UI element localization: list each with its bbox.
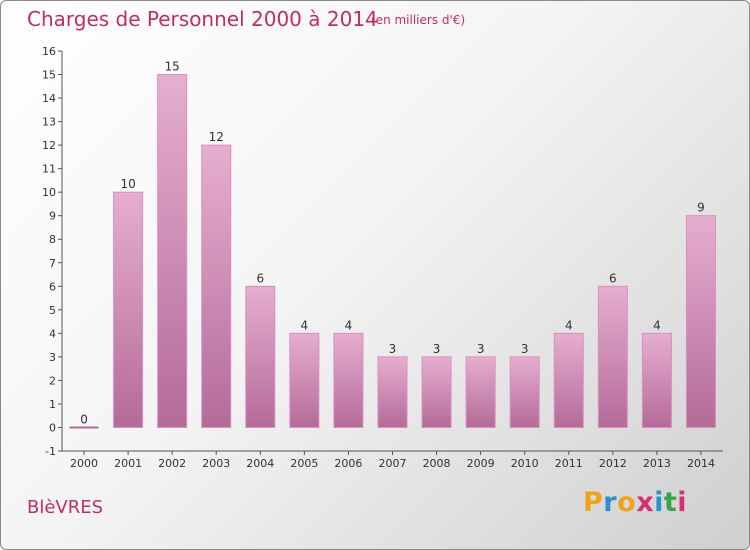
- logo-letter: P: [583, 487, 604, 518]
- y-tick-label: 7: [49, 257, 56, 270]
- x-tick-label: 2011: [555, 457, 583, 470]
- bar: [553, 332, 584, 428]
- x-tick-label: 2005: [290, 457, 318, 470]
- y-tick-label: 2: [49, 374, 56, 387]
- data-label: 3: [433, 342, 441, 356]
- bar: [509, 356, 540, 428]
- y-tick-label: 12: [42, 139, 56, 152]
- chart-title: Charges de Personnel 2000 à 2014: [27, 7, 378, 31]
- y-tick-label: 0: [49, 421, 56, 434]
- x-tick-label: 2000: [70, 457, 98, 470]
- bar: [377, 356, 408, 428]
- y-tick-label: 14: [42, 92, 56, 105]
- x-tick-label: 2002: [158, 457, 186, 470]
- y-tick-label: 13: [42, 116, 56, 129]
- y-tick-label: 8: [49, 233, 56, 246]
- x-tick-label: 2004: [246, 457, 274, 470]
- x-tick-label: 2006: [334, 457, 362, 470]
- proxiti-logo: Proxiti: [583, 487, 687, 518]
- data-label: 6: [609, 271, 617, 285]
- bar: [333, 332, 364, 428]
- chart-subtitle: (en milliers d'€): [371, 13, 466, 27]
- x-tick-label: 2012: [599, 457, 627, 470]
- bar: [113, 191, 144, 428]
- commune-name: BlèVRES: [27, 497, 104, 518]
- x-tick-label: 2008: [423, 457, 451, 470]
- data-label: 4: [653, 318, 661, 332]
- data-label: 0: [80, 412, 88, 426]
- data-label: 3: [389, 342, 397, 356]
- data-label: 9: [697, 201, 705, 215]
- bar: [465, 356, 496, 428]
- data-label: 4: [565, 318, 573, 332]
- data-label: 4: [301, 318, 309, 332]
- bar: [157, 74, 188, 428]
- y-tick-label: 10: [42, 186, 56, 199]
- bar: [597, 285, 628, 428]
- x-tick-label: 2009: [467, 457, 495, 470]
- logo-letter: o: [617, 487, 637, 518]
- logo-letter: r: [603, 487, 618, 518]
- logo-letter: i: [654, 487, 664, 518]
- y-tick-label: 5: [49, 304, 56, 317]
- logo-letter: x: [636, 487, 655, 518]
- y-tick-label: 4: [49, 327, 56, 340]
- data-label: 15: [165, 60, 180, 74]
- data-label: 12: [209, 130, 224, 144]
- bar: [641, 332, 672, 428]
- bar: [289, 332, 320, 428]
- bar: [421, 356, 452, 428]
- y-tick-label: 1: [49, 398, 56, 411]
- data-label: 6: [256, 271, 264, 285]
- y-tick-label: 6: [49, 280, 56, 293]
- x-tick-label: 2007: [379, 457, 407, 470]
- bar: [245, 285, 276, 428]
- logo-letter: i: [677, 487, 688, 518]
- y-tick-label: 16: [42, 45, 56, 58]
- x-tick-label: 2001: [114, 457, 142, 470]
- x-tick-label: 2003: [202, 457, 230, 470]
- y-tick-label: -1: [45, 445, 56, 458]
- bar: [201, 144, 232, 428]
- data-label: 3: [477, 342, 485, 356]
- data-label: 4: [345, 318, 353, 332]
- data-label: 10: [120, 177, 135, 191]
- y-tick-label: 9: [49, 210, 56, 223]
- x-tick-label: 2010: [511, 457, 539, 470]
- y-tick-label: 11: [42, 163, 56, 176]
- x-tick-label: 2014: [687, 457, 715, 470]
- bar: [685, 215, 716, 428]
- x-tick-label: 2013: [643, 457, 671, 470]
- y-tick-label: 15: [42, 69, 56, 82]
- data-label: 3: [521, 342, 529, 356]
- y-tick-label: 3: [49, 351, 56, 364]
- logo-letter: t: [663, 487, 678, 518]
